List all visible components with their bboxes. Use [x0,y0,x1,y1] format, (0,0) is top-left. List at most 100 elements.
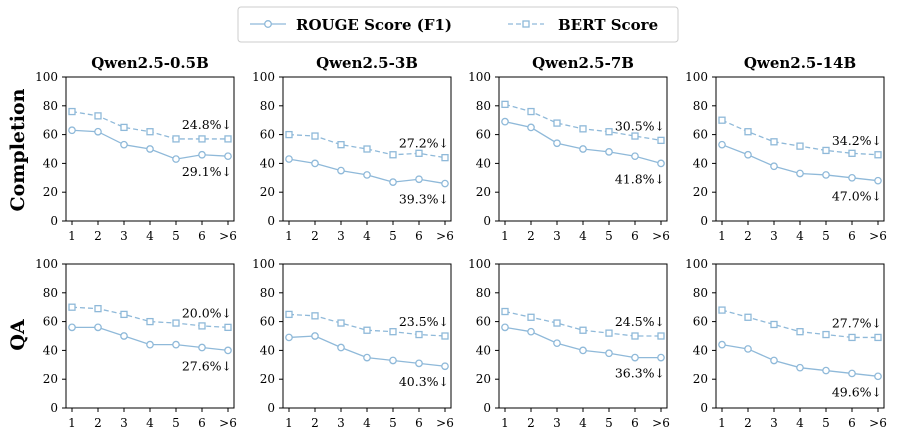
x-tick-label: >6 [219,416,237,430]
rouge-point [337,166,345,175]
x-tick-label: 2 [527,229,535,243]
legend-rouge-marker [264,20,272,28]
rouge-point [120,332,128,340]
bert-point [553,119,561,127]
bert-point [198,135,206,143]
bert-point [874,151,882,159]
rouge-point [389,178,397,186]
bert-point [224,323,232,332]
bert-point [285,130,293,139]
x-tick-label: 1 [68,229,76,243]
rouge-drop-annotation: 39.3%↓ [399,192,449,207]
x-tick-label: 6 [198,229,206,243]
bert-point [389,151,397,159]
rouge-point [527,123,535,132]
x-tick-label: 6 [631,416,639,430]
bert-point [579,326,587,334]
rouge-point [363,353,371,362]
x-tick-label: 6 [198,416,206,430]
rouge-point [718,340,726,349]
y-tick-label: 0 [483,214,491,228]
bert-point [527,313,535,321]
x-tick-label: 5 [605,229,613,243]
rouge-point [146,340,154,349]
bert-point [657,136,665,145]
bert-point [94,304,102,313]
rouge-point [631,353,639,362]
bert-point [718,116,726,124]
rouge-point [744,150,752,159]
rouge-point [285,155,293,163]
bert-point [120,310,128,319]
bert-point [389,328,397,336]
x-tick-label: >6 [219,229,237,243]
x-tick-label: 3 [337,229,345,243]
bert-point [441,153,449,162]
y-tick-label: 40 [260,156,275,170]
bert-point [172,135,180,143]
rouge-point [744,345,752,353]
chart-panel: Qwen2.5-0.5B 0 20 40 60 80 100 1 2 3 4 5 6 >6 24.8%↓ 29… [35,54,237,243]
bert-point [285,310,293,319]
x-tick-label: 6 [631,229,639,243]
x-tick-label: 3 [770,229,778,243]
rouge-point [874,176,882,185]
bert-drop-annotation: 27.7%↓ [832,315,882,330]
y-tick-label: 80 [476,286,491,300]
x-tick-label: 5 [389,416,397,430]
y-tick-label: 0 [700,401,708,415]
x-tick-label: 4 [796,229,804,243]
panel-title: Qwen2.5-0.5B [91,54,209,72]
rouge-point [311,332,319,340]
x-tick-label: 4 [146,416,154,430]
x-tick-label: 4 [363,416,371,430]
y-tick-label: 20 [43,372,58,386]
bert-point [848,333,856,342]
x-tick-label: 5 [822,416,830,430]
rouge-point [94,323,102,332]
chart-panel: 0 20 40 60 80 100 1 2 3 4 5 6 >6 20.0%↓ 27.6%↓ [35,257,237,430]
x-tick-label: 1 [501,416,509,430]
bert-point [796,142,804,150]
y-tick-label: 100 [252,257,275,271]
rouge-drop-annotation: 36.3%↓ [615,366,665,381]
rouge-point [441,362,449,371]
bert-point [363,145,371,153]
legend-frame [237,6,679,43]
bert-point [68,303,76,311]
bert-drop-annotation: 20.0%↓ [182,305,232,320]
rouge-point [337,343,345,352]
rouge-point [579,145,587,153]
bert-point [146,128,154,136]
y-tick-label: 40 [43,343,58,357]
x-tick-label: 1 [718,229,726,243]
y-tick-label: 100 [252,70,275,84]
x-tick-label: 6 [415,416,423,430]
y-tick-label: 100 [35,257,58,271]
y-tick-label: 20 [43,185,58,199]
x-tick-label: 4 [363,229,371,243]
rouge-point [796,169,804,178]
rouge-point [553,339,561,348]
bert-point [146,317,154,326]
y-tick-label: 60 [693,128,708,142]
y-tick-label: 40 [476,156,491,170]
x-tick-label: 2 [744,229,752,243]
bert-point [224,135,232,143]
y-tick-label: 20 [260,372,275,386]
rouge-point [553,139,561,148]
bert-point [501,100,509,109]
rouge-point [311,159,319,168]
panel-title: Qwen2.5-14B [744,54,856,72]
bert-point [311,132,319,140]
bert-point [631,132,639,140]
bert-point [415,330,423,339]
panel-title: Qwen2.5-3B [316,54,418,72]
x-tick-label: 5 [822,229,830,243]
bert-point [605,329,613,337]
rouge-point [68,323,76,332]
rouge-point [172,155,180,163]
y-tick-label: 80 [260,99,275,113]
bert-point [744,128,752,136]
